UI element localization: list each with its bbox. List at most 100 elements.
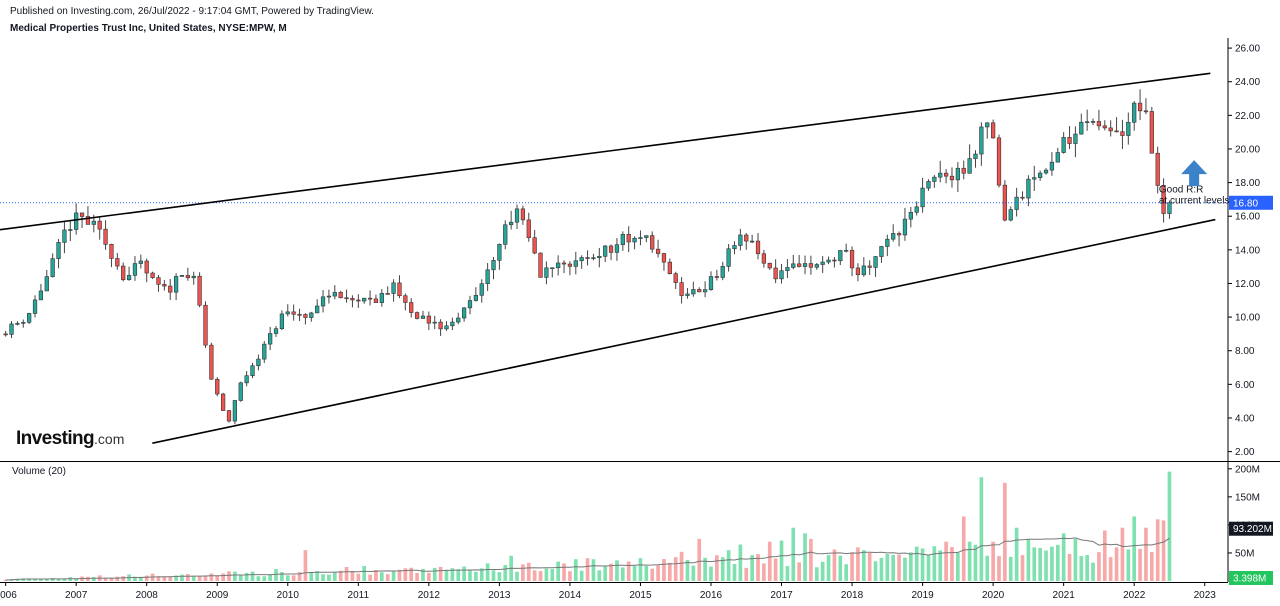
candle-body bbox=[373, 298, 379, 303]
candle-body bbox=[426, 315, 431, 324]
candle-body bbox=[808, 263, 814, 268]
volume-bar bbox=[50, 577, 55, 581]
volume-bar bbox=[1155, 519, 1160, 581]
volume-bar bbox=[356, 573, 361, 581]
volume-bar bbox=[268, 574, 272, 581]
volume-bar bbox=[250, 571, 255, 581]
candle-body bbox=[608, 245, 614, 253]
volume-bar bbox=[532, 570, 537, 581]
candle-body bbox=[38, 290, 44, 301]
candle-body bbox=[1055, 152, 1060, 163]
price-tick-label: 6.00 bbox=[1235, 380, 1255, 391]
volume-bar bbox=[1161, 520, 1166, 581]
time-tick-label: 2007 bbox=[65, 590, 88, 601]
candle-body bbox=[56, 242, 61, 259]
volume-bar bbox=[615, 560, 619, 581]
volume-bar bbox=[285, 575, 290, 581]
volume-bar bbox=[380, 572, 384, 581]
volume-bar bbox=[926, 555, 931, 581]
volume-bar bbox=[861, 550, 866, 581]
candles bbox=[3, 89, 1172, 425]
volume-bar bbox=[450, 568, 455, 581]
candle-body bbox=[1096, 121, 1102, 127]
candle-body bbox=[291, 311, 296, 315]
volume-bar bbox=[838, 555, 843, 581]
candle-body bbox=[44, 276, 49, 292]
volume-bar bbox=[720, 557, 725, 581]
volume-bar bbox=[573, 559, 578, 581]
candle-body bbox=[708, 276, 714, 290]
annotation-line-2: at current levels bbox=[1159, 196, 1230, 207]
volume-bar bbox=[738, 544, 743, 581]
volume-bar bbox=[438, 566, 443, 581]
volume-bar bbox=[897, 554, 901, 581]
volume-bar bbox=[773, 558, 778, 581]
candle-body bbox=[285, 311, 290, 315]
volume-bar bbox=[767, 541, 772, 581]
volume-bar bbox=[750, 555, 754, 581]
candle-body bbox=[385, 293, 390, 295]
candle-body bbox=[556, 262, 561, 269]
volume-bar bbox=[115, 576, 120, 581]
volume-bar bbox=[327, 574, 331, 581]
volume-bar bbox=[27, 578, 31, 581]
time-tick-label: 2006 bbox=[0, 590, 17, 601]
candle-body bbox=[397, 282, 402, 297]
volume-bar bbox=[21, 578, 26, 581]
volume-bar bbox=[491, 570, 496, 581]
time-axis: 2006 2007 2008 2009 2010 2011 2012 2013 2014 2015… bbox=[0, 582, 1216, 601]
volume-bar bbox=[144, 575, 149, 581]
candle-body bbox=[1020, 196, 1025, 199]
volume-bar bbox=[885, 553, 890, 581]
volume-bar bbox=[691, 565, 696, 581]
volume-bar bbox=[973, 544, 978, 581]
candle-body bbox=[9, 323, 14, 335]
volume-bar bbox=[456, 569, 461, 581]
candle-body bbox=[185, 275, 190, 279]
candle-body bbox=[744, 234, 749, 242]
last-price-tag-bg bbox=[1229, 195, 1273, 210]
candle-body bbox=[461, 307, 467, 319]
volume-bar bbox=[168, 576, 173, 581]
volume-bar bbox=[421, 568, 425, 581]
candle-body bbox=[697, 289, 702, 293]
volume-bar bbox=[856, 547, 860, 581]
volume-ma-tag-bg bbox=[1229, 521, 1273, 536]
volume-bar bbox=[197, 575, 202, 581]
candle-body bbox=[1026, 178, 1031, 199]
volume-bar bbox=[497, 572, 502, 581]
time-tick-label: 2020 bbox=[982, 590, 1005, 601]
candle-body bbox=[1120, 131, 1125, 136]
candle-body bbox=[50, 258, 55, 277]
volume-bar bbox=[538, 571, 543, 581]
volume-bar bbox=[556, 561, 560, 581]
volume-bar bbox=[1003, 482, 1007, 581]
volume-bar bbox=[873, 561, 878, 581]
candle-body bbox=[626, 234, 631, 243]
candle-body bbox=[1085, 121, 1090, 123]
volume-bar bbox=[844, 564, 848, 581]
candle-body bbox=[179, 275, 185, 277]
candle-body bbox=[1038, 172, 1043, 178]
volume-bar bbox=[732, 564, 737, 581]
volume-bar bbox=[444, 569, 449, 581]
candle-body bbox=[1108, 127, 1113, 132]
candle-body bbox=[814, 264, 819, 268]
candle-body bbox=[861, 265, 866, 276]
candle-body bbox=[773, 267, 778, 280]
time-tick-label: 2008 bbox=[136, 590, 159, 601]
volume-bar bbox=[568, 571, 572, 581]
volume-bar bbox=[415, 572, 419, 581]
time-tick-label: 2014 bbox=[559, 590, 582, 601]
candle-body bbox=[702, 289, 708, 293]
volume-axis: 50M100M150M200M bbox=[1228, 464, 1260, 559]
candle-body bbox=[497, 243, 502, 261]
candle-body bbox=[268, 333, 273, 345]
volume-bar bbox=[1026, 538, 1031, 581]
volume-bar bbox=[638, 558, 643, 581]
candle-body bbox=[926, 181, 931, 189]
volume-bar bbox=[233, 571, 237, 581]
volume-bar bbox=[397, 569, 402, 581]
volume-bar bbox=[909, 552, 913, 581]
